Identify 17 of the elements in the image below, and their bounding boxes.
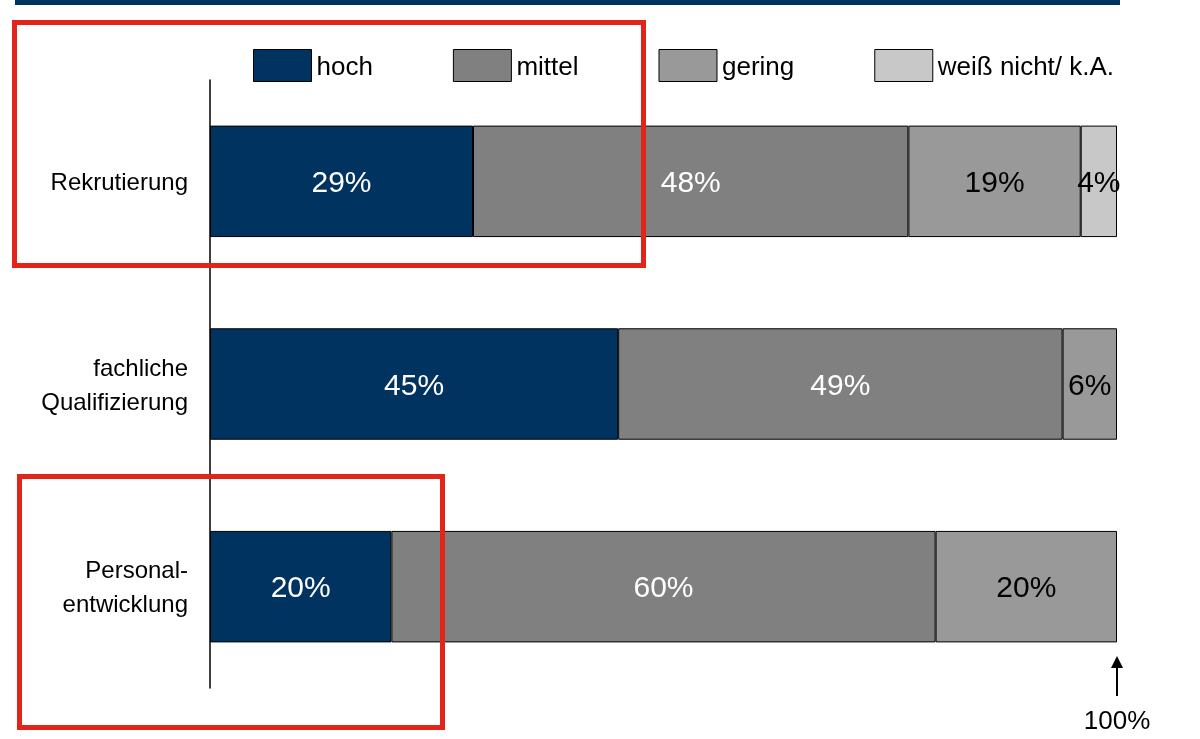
legend-label: mittel [516, 50, 579, 81]
data-label: 45% [384, 367, 445, 401]
legend-label: hoch [316, 50, 373, 81]
data-label: 60% [633, 570, 694, 604]
data-label: 19% [964, 164, 1025, 198]
y-tick-label: Personal- entwicklung [62, 556, 188, 618]
y-tick-label: fachliche Qualifizierung [41, 353, 188, 415]
legend-label: gering [722, 50, 795, 81]
data-label: 48% [660, 164, 721, 198]
data-label: 49% [810, 367, 871, 401]
data-label: 20% [270, 570, 331, 604]
annotation: 100% [1082, 705, 1152, 736]
legend-label: weiß nicht/ k.A. [936, 50, 1115, 81]
data-label: 6% [1068, 367, 1112, 401]
data-label: 20% [996, 570, 1057, 604]
data-label: 29% [311, 164, 372, 198]
y-tick-label: Rekrutierung [50, 167, 188, 195]
